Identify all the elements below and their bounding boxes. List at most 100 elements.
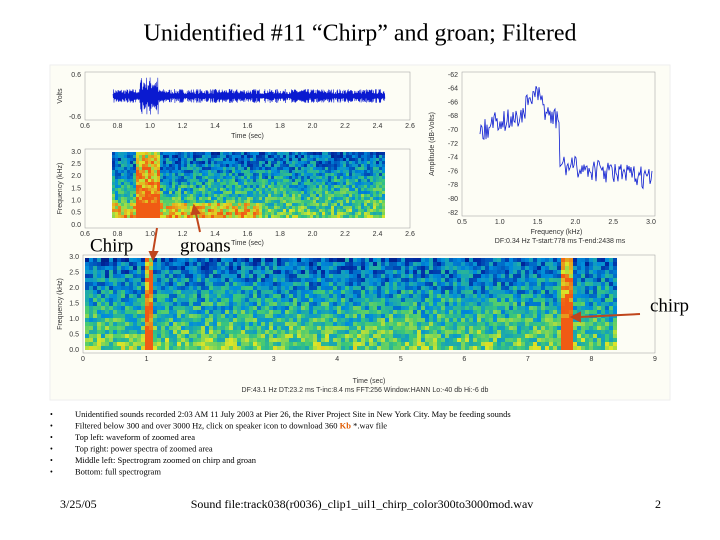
spectrogram-cell [346, 188, 349, 191]
spectrogram-cell [244, 194, 247, 197]
spectrogram-cell [202, 182, 205, 185]
spectrogram-cell [453, 278, 457, 282]
spectrogram-cell [593, 274, 597, 278]
spectrogram-cell [585, 326, 589, 330]
spectrogram-cell [256, 194, 259, 197]
spectrogram-cell [352, 209, 355, 212]
spectrogram-cell [316, 212, 319, 215]
spectrogram-cell [209, 306, 213, 310]
spectrogram-cell [221, 290, 225, 294]
spectrogram-cell [262, 194, 265, 197]
spectrogram-cell [189, 294, 193, 298]
spectrogram-cell [355, 194, 358, 197]
spectrogram-cell [355, 161, 358, 164]
spectrogram-cell [117, 334, 121, 338]
spectrogram-cell [184, 185, 187, 188]
spectrogram-cell [225, 330, 229, 334]
spectrogram-cell [537, 282, 541, 286]
spectrogram-cell [433, 342, 437, 346]
spectrogram-cell [151, 182, 154, 185]
spectrogram-cell [301, 326, 305, 330]
spectrogram-cell [281, 330, 285, 334]
spectrogram-cell [341, 298, 345, 302]
spectrogram-cell [517, 326, 521, 330]
spectrogram-cell [409, 290, 413, 294]
spectrogram-cell [301, 206, 304, 209]
spectrogram-cell [125, 302, 129, 306]
spectrogram-cell [373, 161, 376, 164]
spectrogram-cell [214, 212, 217, 215]
spectrogram-cell [345, 262, 349, 266]
spectrogram-cell [109, 286, 113, 290]
spectrogram-cell [193, 161, 196, 164]
spectrogram-cell [521, 298, 525, 302]
spectrogram-cell [250, 215, 253, 218]
spectrogram-cell [127, 167, 130, 170]
spectrogram-cell [517, 318, 521, 322]
spectrogram-cell [185, 286, 189, 290]
spectrogram-cell [497, 342, 501, 346]
spectrogram-cell [477, 290, 481, 294]
spectrogram-cell [313, 188, 316, 191]
spectrogram-cell [237, 286, 241, 290]
spectrogram-cell [343, 152, 346, 155]
spectrogram-cell [297, 322, 301, 326]
spectrogram-cell [121, 173, 124, 176]
spectrum-trace [479, 86, 653, 190]
spectrogram-cell [316, 161, 319, 164]
spectrogram-cell [545, 338, 549, 342]
spectrogram-cell [199, 206, 202, 209]
spectrogram-cell [329, 266, 333, 270]
spectrogram-cell [163, 200, 166, 203]
spectrogram-cell [269, 266, 273, 270]
spectrogram-cell [225, 282, 229, 286]
spectrogram-cell [561, 298, 565, 302]
spectrogram-cell [133, 215, 136, 218]
spectrogram-cell [561, 286, 565, 290]
spectrogram-cell [389, 286, 393, 290]
spectrogram-cell [541, 338, 545, 342]
spectrogram-cell [292, 152, 295, 155]
spectrogram-cell [357, 274, 361, 278]
spectrogram-cell [509, 262, 513, 266]
spectrogram-cell [525, 314, 529, 318]
spectrogram-cell [205, 203, 208, 206]
spectrogram-cell [265, 176, 268, 179]
spectrogram-cell [316, 167, 319, 170]
spectrogram-cell [577, 290, 581, 294]
spectrogram-cell [337, 322, 341, 326]
spectrogram-cell [341, 342, 345, 346]
spectrogram-cell [265, 173, 268, 176]
spectrogram-cell [367, 200, 370, 203]
x-tick-label: 2.2 [340, 123, 350, 130]
spectrogram-cell [355, 182, 358, 185]
spectrogram-cell [265, 182, 268, 185]
spectrogram-cell [217, 182, 220, 185]
spectrogram-cell [169, 185, 172, 188]
spectrogram-cell [361, 203, 364, 206]
spectrogram-cell [124, 179, 127, 182]
spectrogram-cell [317, 314, 321, 318]
spectrogram-cell [157, 194, 160, 197]
spectrogram-cell [301, 197, 304, 200]
spectrogram-cell [557, 262, 561, 266]
spectrogram-cell [379, 197, 382, 200]
spectrogram-cell [117, 282, 121, 286]
spectrogram-cell [313, 326, 317, 330]
spectrogram-cell [169, 338, 173, 342]
spectrogram-cell [274, 197, 277, 200]
spectrogram-cell [211, 176, 214, 179]
spectrogram-cell [367, 215, 370, 218]
spectrogram-cell [297, 274, 301, 278]
spectrogram-cell [265, 270, 269, 274]
spectrogram-cell [121, 197, 124, 200]
spectrogram-cell [133, 194, 136, 197]
spectrogram-cell [341, 346, 345, 350]
spectrogram-cell [289, 282, 293, 286]
spectrogram-cell [357, 270, 361, 274]
spectrogram-cell [189, 282, 193, 286]
spectrogram-cell [449, 338, 453, 342]
spectrogram-cell [293, 282, 297, 286]
spectrogram-cell [265, 170, 268, 173]
spectrogram-cell [193, 306, 197, 310]
